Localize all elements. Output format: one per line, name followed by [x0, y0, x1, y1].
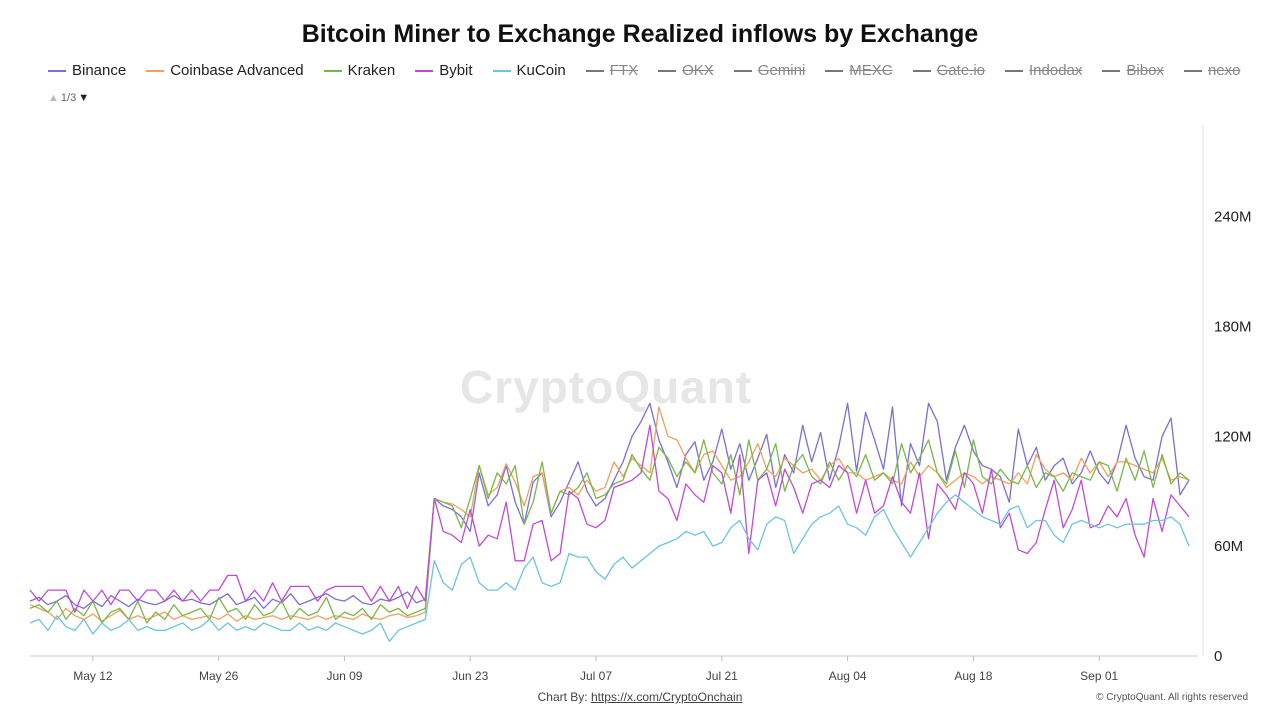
legend-item-gate-io[interactable]: Gate.io — [912, 62, 986, 79]
x-tick-label: Sep 01 — [1080, 669, 1118, 683]
legend-swatch — [48, 69, 66, 72]
x-tick-label: Aug 18 — [954, 669, 992, 683]
series-line-bybit — [29, 424, 1190, 613]
chart-credit: Chart By: https://x.com/CryptoOnchain — [0, 690, 1280, 704]
legend-label: Binance — [72, 62, 127, 79]
legend-swatch — [146, 69, 165, 72]
chart-title: Bitcoin Miner to Exchange Realized inflo… — [301, 20, 979, 48]
pager-text: 1/3 — [60, 92, 77, 104]
legend-swatch — [658, 69, 677, 72]
legend-item-gemini[interactable]: Gemini — [733, 62, 806, 79]
watermark: CryptoQuant — [460, 361, 753, 413]
legend-swatch — [1005, 69, 1024, 72]
y-tick-label: 120M — [1214, 428, 1252, 445]
legend-item-ftx[interactable]: FTX — [585, 62, 639, 79]
credit-prefix: Chart By: — [537, 690, 588, 704]
legend-item-binance[interactable]: Binance — [48, 62, 126, 79]
legend-label: Gemini — [757, 62, 806, 79]
legend-swatch — [415, 69, 434, 72]
legend-item-bybit[interactable]: Bybit — [415, 62, 473, 79]
x-tick-label: Aug 04 — [829, 669, 867, 683]
legend-swatch — [825, 69, 844, 72]
series-line-kucoin — [29, 494, 1190, 643]
x-tick-label: Jul 07 — [580, 669, 612, 683]
x-tick-label: May 12 — [73, 669, 113, 683]
legend-swatch — [1183, 69, 1202, 72]
legend-item-bibox[interactable]: Bibox — [1102, 62, 1164, 79]
legend-swatch — [733, 69, 752, 72]
legend-label: Bybit — [439, 62, 473, 79]
y-tick-label: 180M — [1214, 318, 1252, 335]
legend-label: KuCoin — [516, 62, 566, 79]
legend-label: Indodax — [1029, 62, 1083, 79]
x-tick-label: Jun 09 — [326, 669, 362, 683]
legend-label: OKX — [682, 62, 714, 79]
y-tick-label: 240M — [1214, 209, 1252, 226]
triangle-down-icon[interactable]: ▼ — [78, 92, 90, 104]
legend-swatch — [492, 69, 511, 72]
chart-legend: Binance Coinbase Advanced Kraken Bybit KuCoi… — [48, 62, 1248, 79]
x-tick-label: Jul 21 — [706, 669, 738, 683]
legend-label: MEXC — [849, 62, 893, 79]
legend-item-indodax[interactable]: Indodax — [1005, 62, 1082, 79]
legend-label: Coinbase Advanced — [170, 62, 304, 79]
legend-item-kraken[interactable]: Kraken — [323, 62, 396, 79]
legend-label: nexo — [1207, 62, 1241, 79]
legend-swatch — [323, 69, 342, 72]
legend-item-mexc[interactable]: MEXC — [825, 62, 893, 79]
x-tick-label: May 26 — [199, 669, 239, 683]
series-line-coinbase-advanced — [29, 406, 1190, 622]
y-tick-label: 60M — [1214, 538, 1243, 555]
triangle-up-icon[interactable]: ▲ — [48, 92, 59, 104]
legend-swatch — [585, 69, 604, 72]
legend-label: Gate.io — [936, 62, 986, 79]
legend-swatch — [912, 69, 931, 72]
series-line-kraken — [29, 439, 1190, 624]
legend-item-kucoin[interactable]: KuCoin — [492, 62, 566, 79]
legend-label: Kraken — [347, 62, 396, 79]
legend-item-okx[interactable]: OKX — [658, 62, 714, 79]
legend-swatch — [1102, 69, 1121, 72]
y-tick-label: 0 — [1214, 648, 1222, 665]
x-tick-label: Jun 23 — [452, 669, 488, 683]
legend-item-nexo[interactable]: nexo — [1183, 62, 1241, 79]
copyright-text: © CryptoQuant. All rights reserved — [1096, 692, 1248, 703]
credit-link[interactable]: https://x.com/CryptoOnchain — [590, 690, 743, 704]
legend-label: Bibox — [1126, 62, 1164, 79]
legend-item-coinbase-advanced[interactable]: Coinbase Advanced — [146, 62, 304, 79]
legend-label: FTX — [609, 62, 639, 79]
legend-pager: ▲ 1/3 ▼ — [48, 92, 89, 104]
